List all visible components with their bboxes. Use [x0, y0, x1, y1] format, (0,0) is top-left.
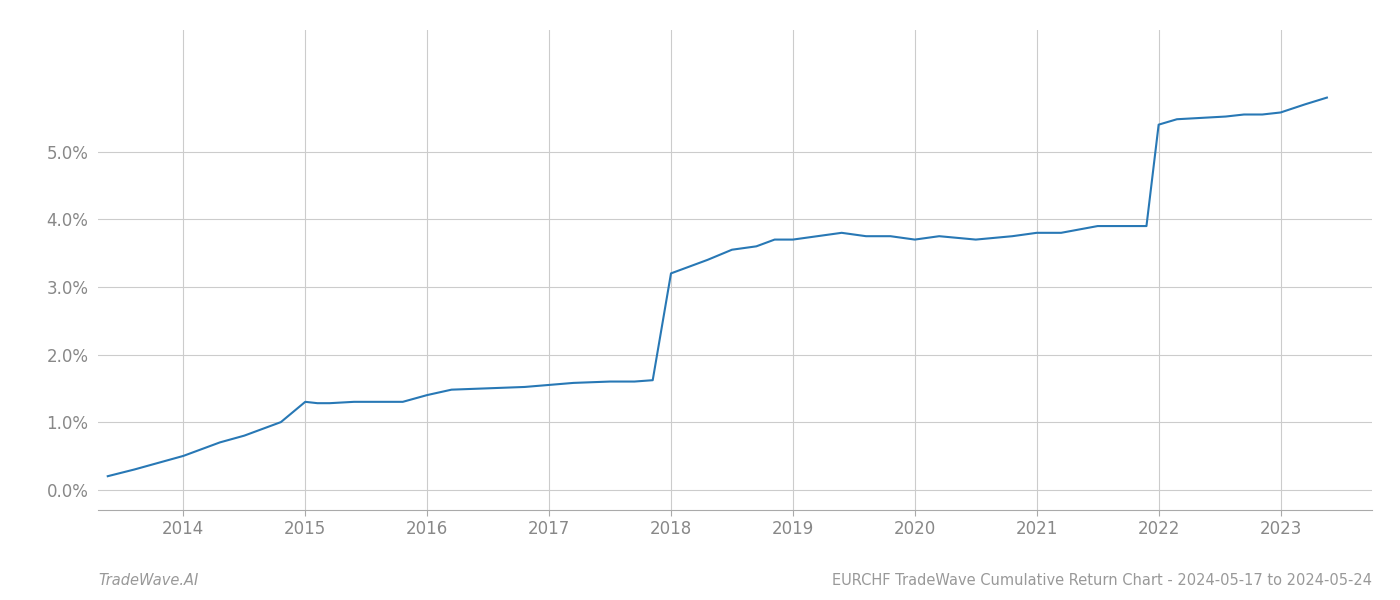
Text: EURCHF TradeWave Cumulative Return Chart - 2024-05-17 to 2024-05-24: EURCHF TradeWave Cumulative Return Chart… — [832, 573, 1372, 588]
Text: TradeWave.AI: TradeWave.AI — [98, 573, 199, 588]
